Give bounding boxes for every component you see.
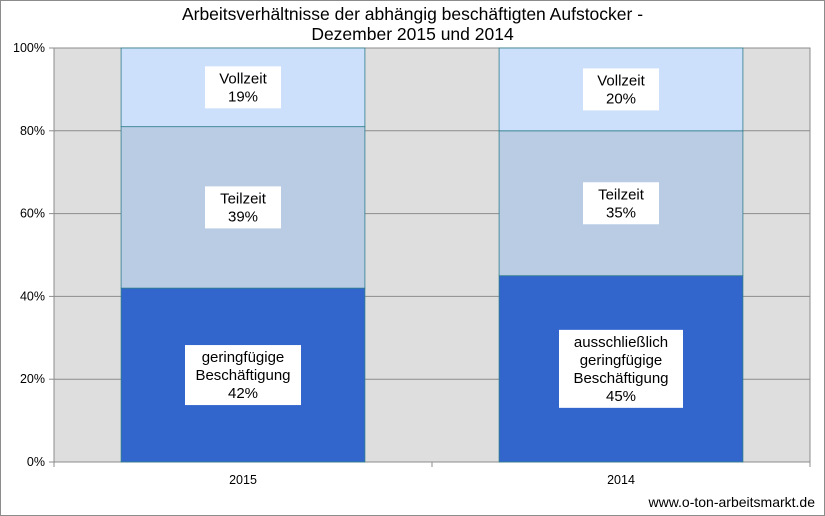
data-label: Vollzeit bbox=[597, 72, 645, 89]
chart-title-line-1: Arbeitsverhältnisse der abhängig beschäf… bbox=[181, 4, 644, 24]
x-tick-label: 2014 bbox=[607, 473, 635, 487]
data-label: geringfügige bbox=[580, 352, 663, 369]
y-tick-label: 60% bbox=[20, 207, 45, 221]
data-label-box bbox=[205, 186, 281, 229]
source-credit: www.o-ton-arbeitsmarkt.de bbox=[648, 494, 815, 510]
data-label: Beschäftigung bbox=[573, 370, 668, 387]
data-label: 39% bbox=[228, 208, 258, 225]
data-label: geringfügige bbox=[202, 349, 285, 366]
data-label: 35% bbox=[606, 204, 636, 221]
y-tick-label: 40% bbox=[20, 289, 45, 303]
data-label-box bbox=[583, 68, 659, 111]
data-label: Teilzeit bbox=[220, 190, 267, 207]
data-label-box bbox=[205, 66, 281, 109]
data-label: 20% bbox=[606, 90, 636, 107]
data-label: Teilzeit bbox=[598, 186, 645, 203]
y-tick-label: 20% bbox=[20, 372, 45, 386]
chart-title: Arbeitsverhältnisse der abhängig beschäf… bbox=[0, 4, 825, 44]
data-label: ausschließlich bbox=[574, 334, 668, 351]
data-label-box bbox=[583, 182, 659, 225]
data-label-box bbox=[185, 345, 301, 406]
chart-title-line-2: Dezember 2015 und 2014 bbox=[311, 24, 514, 44]
data-label: 42% bbox=[228, 385, 258, 402]
data-label-box bbox=[559, 329, 683, 408]
y-tick-label: 0% bbox=[27, 455, 45, 469]
data-label: Beschäftigung bbox=[195, 367, 290, 384]
data-label: Vollzeit bbox=[219, 70, 267, 87]
y-tick-label: 100% bbox=[13, 41, 45, 55]
x-tick-label: 2015 bbox=[229, 473, 257, 487]
y-tick-label: 80% bbox=[20, 124, 45, 138]
data-label: 19% bbox=[228, 88, 258, 105]
data-label: 45% bbox=[606, 388, 636, 405]
